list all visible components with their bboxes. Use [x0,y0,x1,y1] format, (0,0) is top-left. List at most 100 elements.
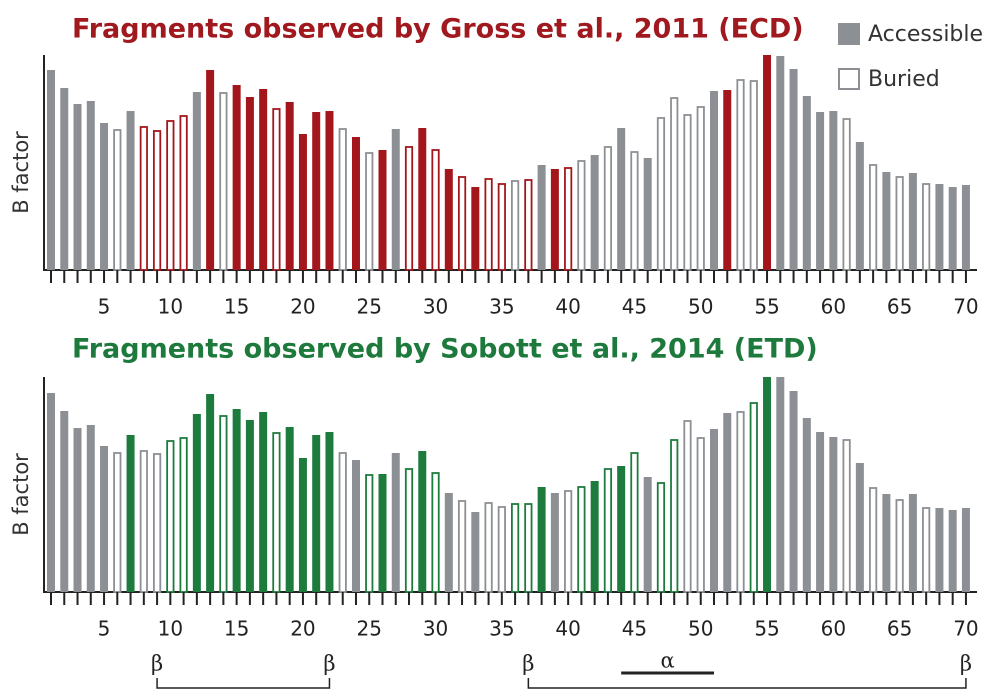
x-tick-label: 65 [887,617,912,641]
bar [351,137,360,270]
bar [749,402,758,593]
x-tick-label: 25 [357,295,382,319]
bar [802,96,811,270]
bar [723,90,732,270]
bar [192,414,201,592]
bar [245,420,254,592]
x-tick-label: 35 [489,617,514,641]
bar [696,437,705,593]
bar [245,97,254,270]
bar [152,130,162,271]
bar [922,183,931,271]
bar [365,474,374,593]
bar [895,176,904,271]
bar [338,452,347,593]
x-tick-label: 30 [423,295,448,319]
bar [285,427,294,592]
bar [312,112,321,270]
bar [935,184,944,270]
bar [948,510,957,592]
bar [816,432,825,592]
x-tick-label: 30 [423,617,448,641]
bar [113,129,122,271]
bar [404,468,414,593]
bar [378,150,387,270]
bar [60,88,69,270]
bar [723,413,732,592]
bar [219,415,228,593]
bar [497,506,506,593]
bar [908,173,917,270]
bar [192,92,201,270]
bar [696,106,705,271]
y-axis-label: B factor [9,453,33,536]
x-tick-label: 60 [821,295,846,319]
bar [670,97,679,271]
bar [351,460,360,592]
bar [431,149,440,271]
bar [179,437,188,593]
x-tick-label: 5 [98,295,111,319]
bar [789,391,798,592]
x-tick-label: 10 [158,295,183,319]
bar [550,169,559,270]
bar [855,463,864,592]
bar [484,502,493,593]
x-tick-label: 65 [887,295,912,319]
bar [457,176,467,271]
bar [418,128,427,270]
x-tick-label: 40 [555,295,580,319]
x-tick-label: 50 [688,295,713,319]
x-tick-label: 10 [158,617,183,641]
bar [935,508,944,592]
bar [842,118,851,271]
bar [710,429,718,592]
x-tick-label: 45 [622,617,647,641]
bar [457,500,467,593]
bar [497,183,506,271]
bar [73,428,82,592]
structure-label: β [960,652,972,676]
bar [670,439,679,593]
structure-label: α [660,649,674,673]
bar [855,142,864,270]
bar [431,472,440,593]
structure-bracket [156,678,331,689]
bar [564,167,573,271]
bar [763,55,772,270]
bar [404,146,414,271]
bar [73,104,82,270]
bar [298,458,307,592]
bar [656,117,666,271]
bar [232,409,241,592]
bar [577,486,586,593]
structure-bracket [527,678,967,689]
bar [219,92,228,271]
x-tick-label: 45 [622,295,647,319]
bar [391,129,400,270]
bar [272,108,281,271]
bar [126,435,135,592]
bar [564,490,573,593]
bar [179,115,188,271]
bar [100,446,109,592]
bar [537,165,546,270]
chart-title: Fragments observed by Gross et al., 2011… [72,14,804,45]
bar [630,151,639,271]
bar [922,507,931,593]
x-tick-label: 5 [98,617,111,641]
bar [100,123,109,270]
bar [789,69,798,270]
bar [829,437,838,592]
x-tick-label: 55 [754,295,779,319]
bar [86,425,95,592]
x-tick-label: 15 [224,295,249,319]
bar [391,453,400,592]
bar [603,468,613,593]
bar [736,79,745,271]
x-tick-label: 25 [357,617,382,641]
bar [948,187,957,270]
bar [86,101,95,270]
x-tick-label: 55 [754,617,779,641]
